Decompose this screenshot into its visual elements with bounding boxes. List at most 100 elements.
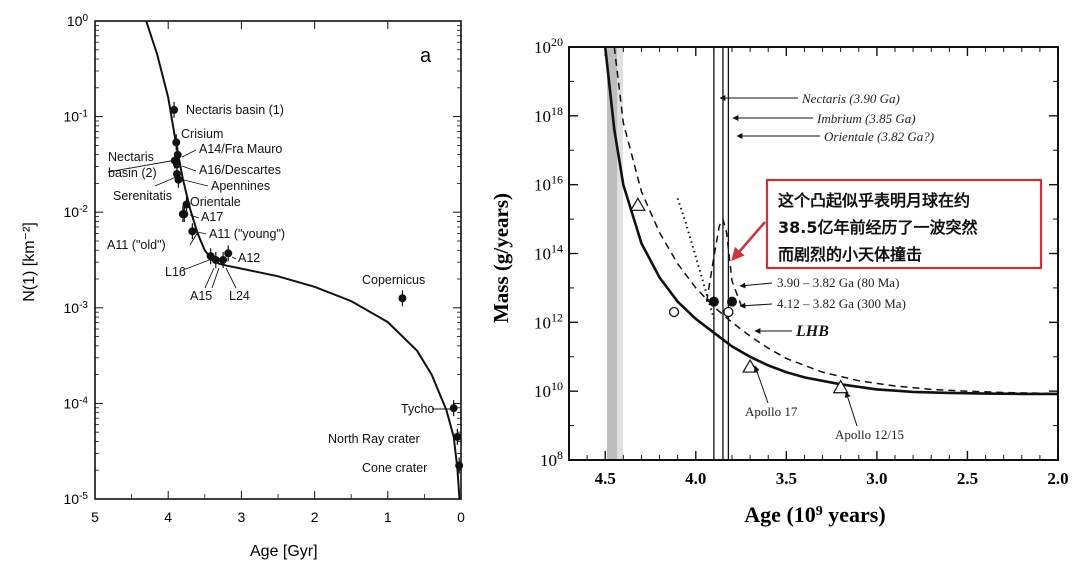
point-apennines — [174, 175, 183, 184]
label-crisium: Crisium — [181, 127, 223, 141]
open-point-6 — [723, 306, 734, 318]
right-arrows — [719, 95, 858, 427]
point-nectaris-basin-1 — [170, 105, 179, 114]
left-chronology-curve — [145, 20, 461, 500]
label-a15: A15 — [190, 289, 212, 303]
right-y-tick-label: 1012 — [534, 310, 563, 332]
callout-box — [765, 178, 1043, 270]
label-orientale: Orientale — [190, 195, 241, 209]
label-imbrium-event: Imbrium (3.85 Ga) — [816, 111, 916, 126]
point-tycho — [449, 404, 458, 413]
triangle-point-2 — [832, 379, 849, 394]
left-leader-lines — [107, 149, 455, 410]
right-event-lines — [713, 47, 730, 460]
right-x-tick-label: 3.0 — [866, 469, 887, 488]
label-serenitatis: Serenitatis — [113, 189, 172, 203]
callout-line-2: 38.5亿年前经历了一波突然 — [778, 218, 977, 237]
point-copernicus — [398, 294, 407, 303]
filled-point-3 — [708, 296, 719, 307]
right-y-tick-label: 1016 — [534, 173, 563, 195]
right-x-tick-label: 2.5 — [957, 469, 978, 488]
left-x-tick-label: 5 — [91, 509, 99, 525]
right-x-axis: 4.5 4.0 3.5 3.0 2.5 2.0 — [568, 47, 1069, 488]
right-x-tick-label: 4.5 — [595, 469, 616, 488]
label-a16: A16/Descartes — [199, 163, 281, 177]
point-a15 — [211, 256, 220, 264]
left-x-tick-label: 4 — [164, 509, 172, 525]
label-l24: L24 — [229, 289, 250, 303]
callout-arrow — [731, 221, 766, 261]
point-crisium — [172, 138, 181, 147]
series-dashed-decay-curve — [613, 46, 1059, 395]
left-curve-line — [145, 20, 461, 500]
label-cone-crater: Cone crater — [362, 461, 427, 475]
point-a12 — [224, 249, 233, 258]
left-x-axis-title: Age [Gyr] — [250, 543, 318, 560]
label-nectaris-event: Nectaris (3.90 Ga) — [801, 91, 900, 106]
right-y-axis: 1020 1018 1016 1014 1012 1010 108 — [534, 35, 1058, 470]
label-apennines: Apennines — [211, 179, 270, 193]
shaded-band-edge — [617, 47, 623, 460]
label-orientale-event: Orientale (3.82 Ga?) — [824, 129, 934, 144]
right-x-tick-label: 2.0 — [1047, 469, 1068, 488]
left-x-tick-label: 0 — [457, 509, 465, 525]
triangle-point-1 — [742, 358, 759, 373]
label-range-300ma: 4.12 – 3.82 Ga (300 Ma) — [777, 296, 906, 311]
right-x-axis-title: Age (109 years) — [744, 502, 885, 527]
series-solid-decay-curve — [603, 46, 1058, 396]
label-nectaris-basin-2a: Nectaris — [108, 150, 154, 164]
right-y-tick-label: 1014 — [534, 242, 563, 264]
right-y-tick-label: 108 — [540, 448, 563, 470]
left-x-tick-label: 2 — [311, 509, 319, 525]
series-dotted-LHB-spike — [676, 198, 715, 320]
left-x-tick-label: 1 — [384, 509, 392, 525]
label-l16: L16 — [165, 265, 186, 279]
left-data-points — [170, 101, 464, 474]
left-x-axis: 5 4 3 2 1 0 — [91, 21, 465, 525]
left-y-axis: 100 10-1 10-2 10-3 10-4 10-5 — [64, 13, 461, 508]
callout-line-3: 而剧烈的小天体撞击 — [778, 245, 922, 264]
left-y-axis-title: N(1) [km⁻²] — [21, 222, 38, 302]
point-a11-young — [188, 227, 197, 236]
right-y-axis-title: Mass (g/years) — [489, 193, 513, 323]
label-north-ray: North Ray crater — [328, 432, 420, 446]
right-chart: 1020 1018 1016 1014 1012 1010 108 4.5 4.0 3.5 3.0… — [489, 35, 1069, 527]
right-y-tick-label: 1020 — [534, 35, 563, 57]
right-data-points — [629, 197, 849, 394]
label-a12: A12 — [238, 251, 260, 265]
point-l24 — [219, 256, 228, 264]
open-point-5 — [668, 306, 680, 318]
series-LHB-spike — [705, 217, 742, 306]
point-north-ray-crater — [453, 432, 462, 441]
label-copernicus: Copernicus — [362, 273, 425, 287]
point-cone-crater — [455, 461, 464, 470]
label-apollo-17: Apollo 17 — [745, 404, 798, 419]
left-chart: 100 10-1 10-2 10-3 10-4 10-5 5 4 3 2 1 0 a Age [Gy… — [21, 13, 465, 561]
left-y-tick-label: 10-4 — [64, 395, 89, 412]
point-a16-descartes — [172, 160, 181, 169]
right-x-tick-label: 4.0 — [685, 469, 706, 488]
label-a14: A14/Fra Mauro — [199, 142, 282, 156]
left-y-tick-label: 10-3 — [64, 299, 89, 316]
right-y-tick-label: 1018 — [534, 104, 563, 126]
shaded-band — [607, 47, 617, 460]
left-y-tick-label: 10-5 — [64, 491, 89, 508]
left-y-tick-label: 100 — [67, 13, 89, 30]
point-a11-old — [180, 210, 189, 219]
left-y-tick-label: 10-2 — [64, 204, 89, 221]
right-x-tick-label: 3.5 — [776, 469, 797, 488]
label-a11-young: A11 ("young") — [209, 227, 285, 241]
panel-label: a — [420, 45, 432, 67]
triangle-point-0 — [629, 197, 646, 211]
right-series — [603, 46, 1059, 396]
label-nectaris-basin-1: Nectaris basin (1) — [186, 103, 284, 117]
label-lhb: LHB — [795, 323, 829, 340]
left-x-tick-label: 3 — [238, 509, 246, 525]
label-range-80ma: 3.90 – 3.82 Ga (80 Ma) — [777, 275, 899, 290]
right-y-tick-label: 1010 — [534, 379, 563, 401]
label-tycho: Tycho — [401, 402, 434, 416]
label-a17: A17 — [201, 210, 223, 224]
label-apollo-12-15: Apollo 12/15 — [835, 427, 904, 442]
filled-point-4 — [727, 296, 737, 307]
